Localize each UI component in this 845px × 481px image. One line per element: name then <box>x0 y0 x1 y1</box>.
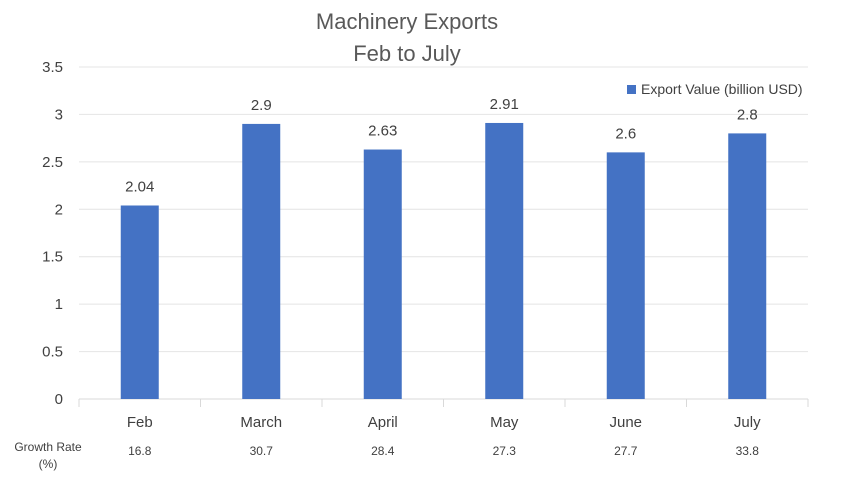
chart-title-line-1: Machinery Exports <box>316 9 498 34</box>
bar-april <box>363 149 402 399</box>
growth-rate-value-april: 28.4 <box>371 444 395 458</box>
x-tick-label-july: July <box>734 414 761 431</box>
growth-rate-value-feb: 16.8 <box>128 444 152 458</box>
data-label-july: 2.8 <box>737 106 758 123</box>
legend-label: Export Value (billion USD) <box>641 81 803 97</box>
bar-march <box>242 123 281 400</box>
growth-rate-value-june: 27.7 <box>614 444 638 458</box>
growth-rate-value-july: 33.8 <box>736 444 760 458</box>
growth-rate-value-march: 30.7 <box>250 444 274 458</box>
y-tick-label: 0.5 <box>42 344 63 361</box>
y-tick-label: 0 <box>55 391 63 408</box>
x-tick-label-april: April <box>368 414 398 431</box>
x-tick-label-june: June <box>609 414 642 431</box>
legend: Export Value (billion USD) <box>627 81 803 97</box>
bars <box>120 122 767 400</box>
chart-title: Machinery Exports Feb to July <box>316 9 498 66</box>
bar-may <box>485 122 524 400</box>
table-row-label-line-1: Growth Rate <box>14 440 82 454</box>
x-tick-label-feb: Feb <box>127 414 153 431</box>
bar-june <box>606 152 645 399</box>
data-label-feb: 2.04 <box>125 178 154 195</box>
growth-rate-value-may: 27.3 <box>493 444 517 458</box>
data-label-may: 2.91 <box>490 96 519 113</box>
legend-swatch <box>627 85 636 94</box>
table-row-label-line-2: (%) <box>39 457 58 471</box>
data-label-june: 2.6 <box>615 125 636 142</box>
gridlines <box>78 66 809 407</box>
data-label-march: 2.9 <box>251 97 272 114</box>
data-label-april: 2.63 <box>368 123 397 140</box>
y-tick-label: 3 <box>55 106 63 123</box>
y-tick-label: 1 <box>55 296 63 313</box>
x-axis-ticks: Feb March April May June July <box>127 414 761 431</box>
x-tick-label-may: May <box>490 414 519 431</box>
x-tick-label-march: March <box>240 414 282 431</box>
data-labels: 2.04 2.9 2.63 2.91 2.6 2.8 <box>125 96 758 196</box>
y-tick-label: 3.5 <box>42 59 63 76</box>
bar-july <box>728 133 767 399</box>
y-tick-label: 2 <box>55 201 63 218</box>
bar-feb <box>120 205 159 399</box>
y-axis-ticks: 0 0.5 1 1.5 2 2.5 3 3.5 <box>42 59 63 408</box>
chart-title-line-2: Feb to July <box>353 41 461 66</box>
y-tick-label: 2.5 <box>42 154 63 171</box>
growth-rate-table: Growth Rate (%) 16.8 30.7 28.4 27.3 27.7 33.8 <box>14 440 759 471</box>
y-tick-label: 1.5 <box>42 249 63 266</box>
